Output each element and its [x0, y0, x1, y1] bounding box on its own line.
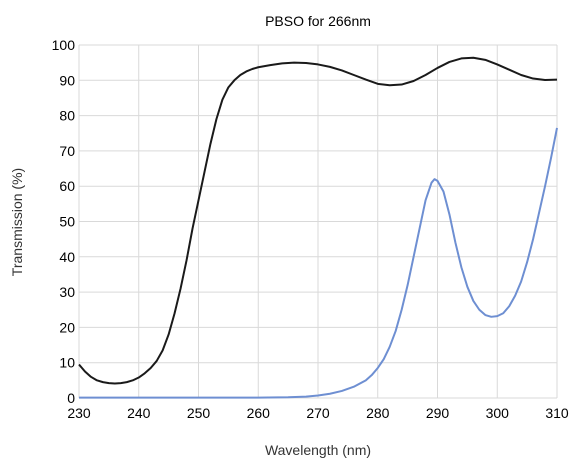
series-line-2	[79, 127, 558, 399]
grid	[78, 44, 558, 399]
y-tick-label: 10	[59, 355, 75, 371]
y-tick-label: 20	[59, 319, 75, 335]
y-tick-label: 50	[59, 214, 75, 230]
y-tick-label: 100	[52, 37, 76, 53]
y-tick-label: 30	[59, 284, 75, 300]
x-tick-label: 310	[545, 405, 569, 421]
series-group	[78, 56, 558, 399]
chart-title: PBSO for 266nm	[265, 13, 371, 29]
x-tick-label: 300	[486, 405, 510, 421]
x-tick-label: 290	[426, 405, 450, 421]
x-tick-label: 280	[366, 405, 390, 421]
x-tick-labels: 230 240 250 260 270 280 290 300 310	[67, 405, 569, 421]
y-tick-label: 70	[59, 143, 75, 159]
y-tick-label: 90	[59, 72, 75, 88]
y-tick-label: 0	[67, 390, 75, 406]
y-tick-label: 60	[59, 178, 75, 194]
y-tick-label: 80	[59, 108, 75, 124]
x-tick-label: 250	[187, 405, 211, 421]
y-tick-label: 40	[59, 249, 75, 265]
x-tick-label: 230	[67, 405, 91, 421]
x-tick-label: 270	[306, 405, 330, 421]
x-tick-label: 260	[247, 405, 271, 421]
series-line-1	[78, 56, 558, 385]
x-axis-label: Wavelength (nm)	[265, 442, 371, 458]
y-axis-label: Transmission (%)	[9, 168, 25, 276]
y-tick-labels: 0 10 20 30 40 50 60 70 80 90 100	[52, 37, 76, 406]
x-tick-label: 240	[127, 405, 151, 421]
